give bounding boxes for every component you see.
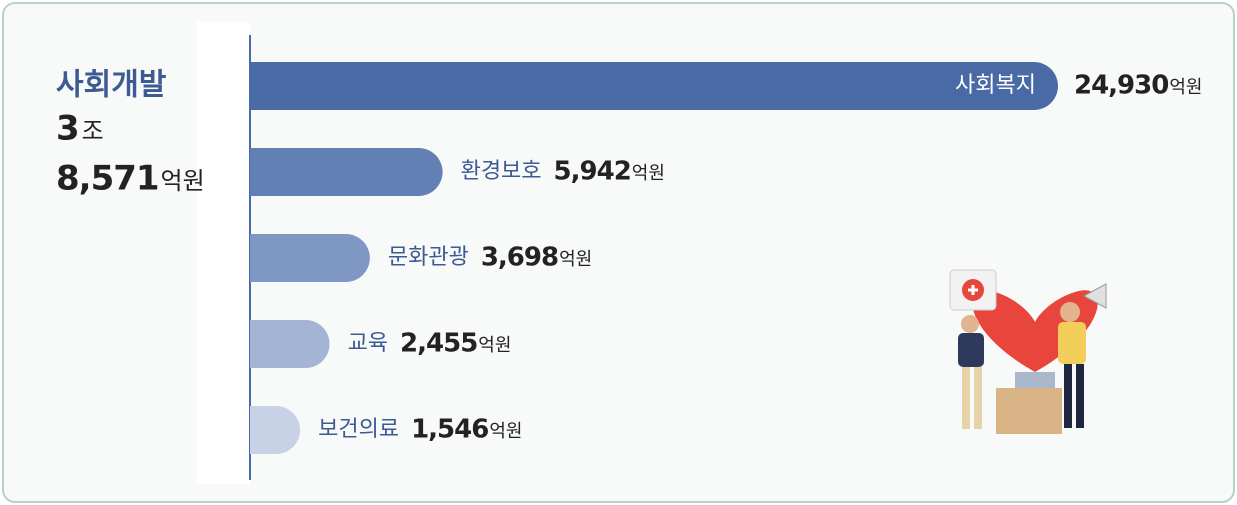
category-label: 보건의료 xyxy=(318,417,399,442)
summary-title: 사회개발 xyxy=(56,68,167,103)
bar xyxy=(250,320,330,368)
value-label: 2,455 xyxy=(400,329,477,359)
summary-trillion: 3 xyxy=(56,109,80,149)
value-unit: 억원 xyxy=(559,249,592,270)
page: 사회개발 3 조 8,571 억원 사회복지24,930억원환경보호5,942억… xyxy=(0,0,1237,505)
value-label: 3,698 xyxy=(481,243,558,273)
bar xyxy=(250,234,370,282)
bar xyxy=(250,406,300,454)
category-label: 교육 xyxy=(348,331,388,356)
left-panel xyxy=(197,22,250,484)
value-label: 5,942 xyxy=(554,157,631,187)
value-unit: 억원 xyxy=(1169,77,1202,98)
category-label: 사회복지 xyxy=(955,73,1036,98)
value-label: 1,546 xyxy=(411,415,488,445)
bar xyxy=(250,62,1058,110)
category-label: 문화관광 xyxy=(388,245,469,270)
value-unit: 억원 xyxy=(478,335,511,356)
category-label: 환경보호 xyxy=(461,159,542,184)
summary-trillion-unit: 조 xyxy=(82,117,104,145)
summary-rest-unit: 억원 xyxy=(161,167,205,195)
value-label: 24,930 xyxy=(1074,71,1168,101)
bar xyxy=(250,148,443,196)
summary-rest: 8,571 xyxy=(56,159,159,199)
value-unit: 억원 xyxy=(489,421,522,442)
value-unit: 억원 xyxy=(632,163,665,184)
chart: 사회개발 3 조 8,571 억원 사회복지24,930억원환경보호5,942억… xyxy=(0,0,1237,505)
